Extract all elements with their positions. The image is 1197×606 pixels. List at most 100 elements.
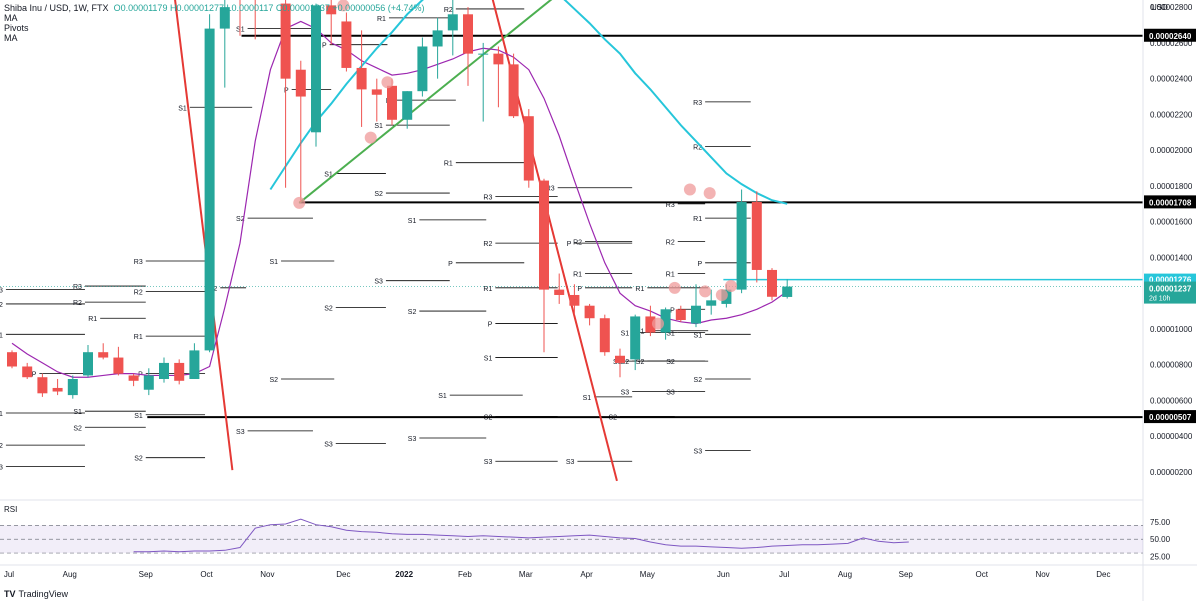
- candle-body: [326, 5, 337, 15]
- x-tick-label: Aug: [63, 570, 77, 579]
- y-tick-label: 0.00001800: [1150, 182, 1193, 191]
- pivot-level-label: S1: [374, 123, 383, 130]
- candle-body: [159, 362, 169, 380]
- pivot-level-label: P: [32, 372, 37, 379]
- pivot-marker: [381, 76, 394, 89]
- candle: [159, 357, 169, 383]
- candle: [52, 379, 63, 396]
- pivot-level-label: P: [567, 241, 572, 248]
- candle: [311, 3, 321, 147]
- pivot-level-label: S1: [694, 332, 703, 339]
- legend-ma-2[interactable]: MA: [4, 33, 18, 43]
- ma-fast-line: [11, 20, 788, 378]
- candle: [83, 345, 93, 378]
- pivot-level-label: S3: [566, 459, 575, 466]
- candle-body: [554, 289, 565, 295]
- candle: [706, 289, 717, 315]
- pivot-level-label: S1: [666, 331, 675, 338]
- pivot-level-label: S1: [269, 259, 278, 266]
- candle-body: [22, 366, 33, 378]
- candle: [782, 279, 793, 299]
- pivot-level-label: P: [577, 286, 582, 293]
- y-tick-label: 0.00000800: [1150, 361, 1193, 370]
- candle-body: [539, 180, 549, 290]
- candle-body: [37, 377, 48, 394]
- pivot-marker: [724, 280, 737, 293]
- candle-body: [143, 375, 154, 390]
- candle: [219, 0, 230, 88]
- pivot-level-label: P: [488, 322, 493, 329]
- x-tick-label: May: [640, 570, 655, 579]
- bar-countdown-label: 2d 10h: [1149, 296, 1171, 303]
- candle: [751, 191, 762, 283]
- candle: [402, 91, 413, 129]
- legend-pivots[interactable]: Pivots: [4, 23, 29, 33]
- candle-body: [584, 305, 595, 319]
- candle: [174, 359, 185, 385]
- candle: [584, 303, 595, 326]
- candle: [463, 7, 473, 86]
- pivot-level-label: S1: [178, 105, 187, 112]
- pivot-level-label: S3: [408, 436, 417, 443]
- candle-body: [751, 202, 762, 270]
- pivot-level-label: S3: [694, 449, 703, 456]
- level-price-tag: [1144, 410, 1196, 424]
- x-tick-label: Jul: [779, 570, 789, 579]
- last-price-tag: [1144, 281, 1196, 304]
- pivot-level-label: R3: [134, 259, 143, 266]
- ma-slow-line: [269, 0, 788, 205]
- tradingview-logo[interactable]: TV TradingView: [4, 589, 68, 599]
- candle-body: [615, 355, 625, 363]
- candle-body: [432, 30, 443, 47]
- candle: [295, 60, 306, 203]
- candle-body: [280, 3, 291, 79]
- x-tick-label: Nov: [1035, 570, 1049, 579]
- pivot-level-label: R2: [134, 289, 143, 296]
- candle: [143, 368, 154, 396]
- level-price-tag: [1144, 195, 1196, 209]
- pivot-level-label: S3: [0, 465, 3, 472]
- pivot-level-label: S1: [583, 395, 592, 402]
- pivot-level-label: R1: [573, 272, 582, 279]
- candle-body: [675, 309, 686, 321]
- pivot-level-label: R1: [693, 216, 702, 223]
- pivot-marker: [715, 288, 728, 301]
- legend-ma-1[interactable]: MA: [4, 13, 18, 23]
- candle: [189, 343, 200, 380]
- rsi-tick-label: 50.00: [1150, 535, 1171, 544]
- y-tick-label: 0.00001600: [1150, 218, 1193, 227]
- x-tick-label: Aug: [838, 570, 852, 579]
- pivot-level-label: R3: [483, 195, 492, 202]
- candle: [493, 46, 504, 108]
- pivot-level-label: S2: [408, 309, 417, 316]
- x-tick-label: Jul: [4, 570, 14, 579]
- candle-body: [83, 352, 93, 376]
- candle-body: [508, 64, 519, 117]
- candle-body: [311, 5, 321, 133]
- candle: [660, 307, 671, 340]
- candle: [22, 362, 33, 380]
- pivot-level-label: S2: [374, 191, 383, 198]
- candle-body: [523, 116, 534, 181]
- candle-body: [113, 357, 124, 374]
- pivot-level-label: S3: [236, 429, 245, 436]
- pivot-level-label: S2: [73, 425, 82, 432]
- candle-body: [219, 7, 230, 29]
- candle-body: [463, 14, 473, 54]
- pivot-level-label: S3: [666, 390, 675, 397]
- candle: [417, 37, 428, 97]
- last-price-label: 0.00001237: [1149, 285, 1192, 294]
- pivot-marker: [683, 183, 696, 196]
- rsi-legend[interactable]: RSI: [4, 505, 18, 514]
- pivot-level-label: R2: [444, 7, 453, 14]
- pivot-marker: [293, 196, 306, 209]
- candle: [523, 109, 534, 188]
- candle-body: [189, 350, 200, 380]
- x-tick-label: Mar: [519, 570, 533, 579]
- candle-body: [569, 294, 580, 306]
- candle-body: [7, 352, 17, 367]
- pivot-level-label: R2: [0, 302, 3, 309]
- candle: [341, 12, 352, 72]
